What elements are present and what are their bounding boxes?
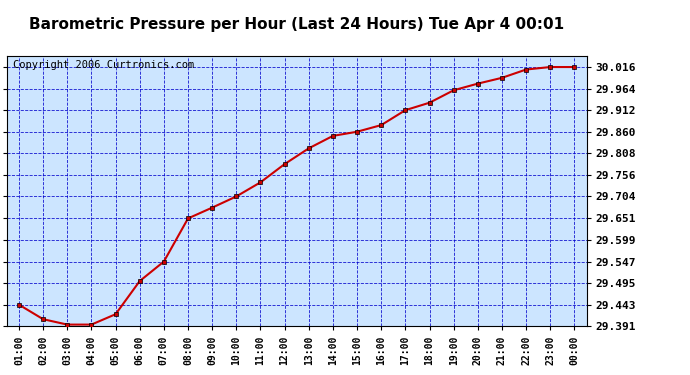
Text: Copyright 2006 Curtronics.com: Copyright 2006 Curtronics.com (12, 60, 194, 70)
Text: Barometric Pressure per Hour (Last 24 Hours) Tue Apr 4 00:01: Barometric Pressure per Hour (Last 24 Ho… (29, 17, 564, 32)
